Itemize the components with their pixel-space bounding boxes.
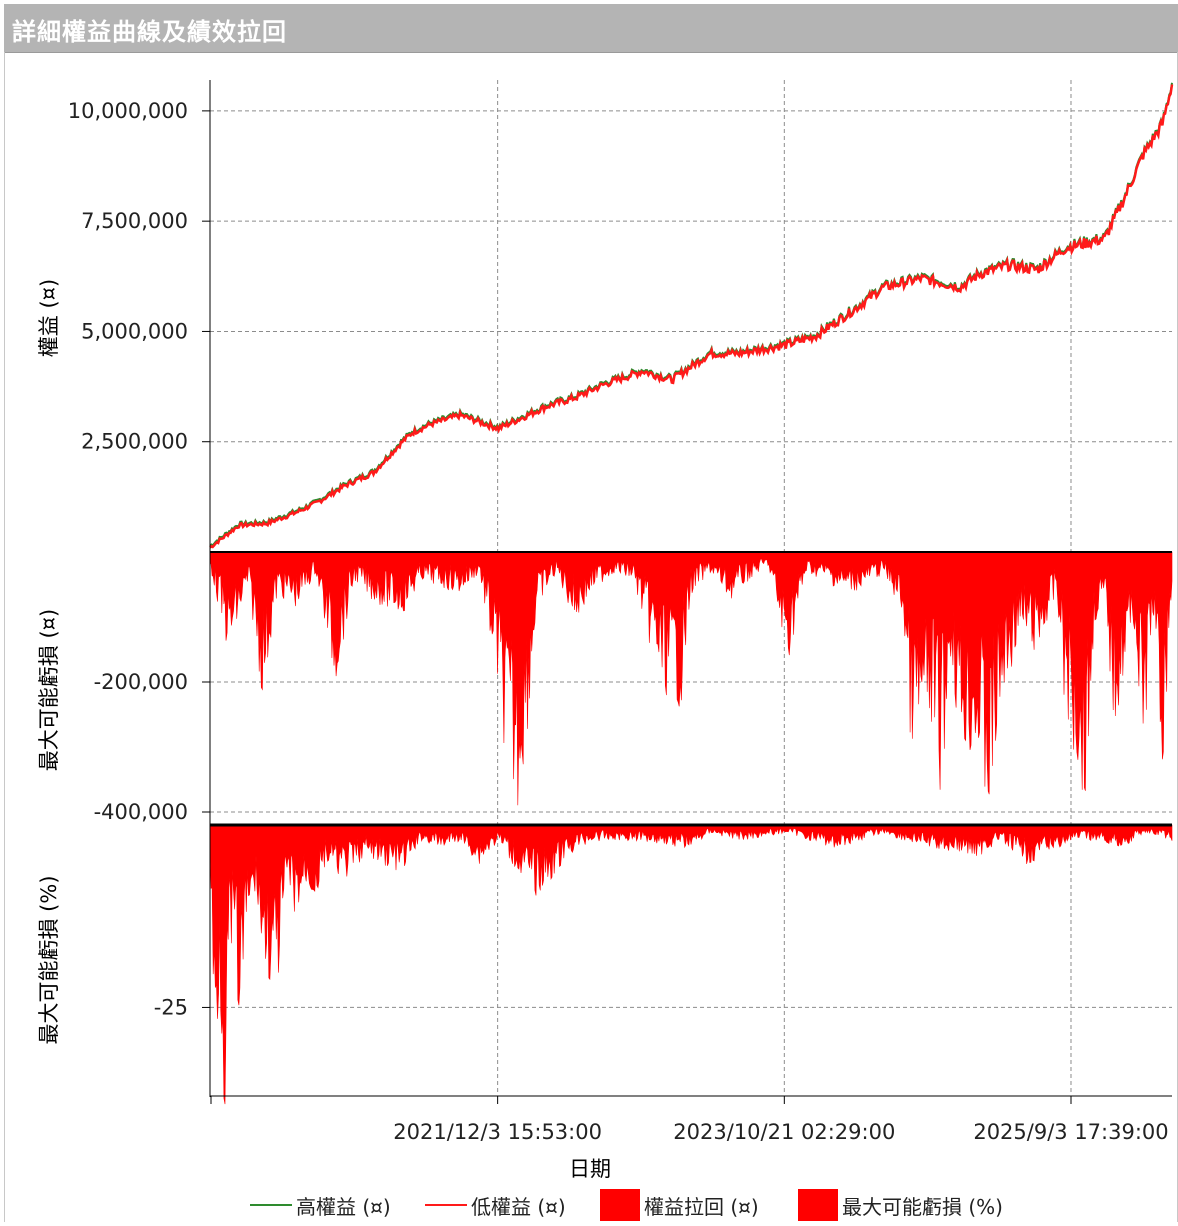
- axis-layer: 2,500,000 5,000,000 7,500,000 10,000,000 -20…: [68, 80, 1172, 1144]
- max-loss-percent-area: [209, 824, 1173, 1105]
- label-layer: 權益 (¤) 最大可能虧損 (¤) 最大可能虧損 (%) 日期: [37, 279, 611, 1181]
- window-titlebar: 詳細權益曲線及績效拉回: [4, 4, 1178, 53]
- equity-panel: [209, 82, 1174, 549]
- y-tick-label: 2,500,000: [81, 430, 188, 454]
- window-title: 詳細權益曲線及績效拉回: [12, 18, 287, 46]
- drawdown-percent-axis-title: 最大可能虧損 (%): [37, 875, 61, 1044]
- legend-item-low-equity[interactable]: 低權益 (¤): [425, 1188, 566, 1222]
- y-tick-label: 7,500,000: [81, 209, 188, 233]
- legend-label: 低權益 (¤): [471, 1194, 566, 1219]
- x-tick-label: 2021/12/3 15:53:00: [393, 1120, 602, 1144]
- x-tick-label: 2023/10/21 02:29:00: [673, 1120, 895, 1144]
- legend-box-swatch: [798, 1189, 838, 1221]
- equity-axis-title: 權益 (¤): [37, 279, 61, 357]
- x-tick-label: 2025/9/3 17:39:00: [973, 1120, 1168, 1144]
- y-tick-label: -400,000: [94, 800, 188, 824]
- drawdown-amount-axis-title: 最大可能虧損 (¤): [37, 609, 61, 771]
- y-tick-label: -200,000: [94, 670, 188, 694]
- chart-legend: 高權益 (¤) 低權益 (¤) 權益拉回 (¤) 最大可能虧損 (%): [0, 1188, 1178, 1222]
- legend-box-swatch: [600, 1189, 640, 1221]
- legend-line-swatch: [425, 1204, 467, 1206]
- y-tick-label: -25: [154, 995, 188, 1019]
- legend-item-high-equity[interactable]: 高權益 (¤): [250, 1188, 391, 1222]
- legend-label: 高權益 (¤): [296, 1194, 391, 1219]
- low-equity-line: [209, 84, 1174, 549]
- legend-label: 最大可能虧損 (%): [842, 1194, 1003, 1219]
- y-tick-label: 5,000,000: [81, 319, 188, 343]
- legend-line-swatch: [250, 1204, 292, 1206]
- y-tick-label: 10,000,000: [68, 99, 188, 123]
- legend-item-max-loss-percent[interactable]: 最大可能虧損 (%): [798, 1188, 1003, 1222]
- x-axis-title: 日期: [569, 1157, 611, 1181]
- equity-drawdown-area: [209, 551, 1173, 806]
- high-equity-line: [209, 82, 1173, 547]
- drawdown-amount-panel: [209, 551, 1173, 806]
- legend-item-equity-drawdown[interactable]: 權益拉回 (¤): [600, 1188, 759, 1222]
- legend-label: 權益拉回 (¤): [644, 1194, 759, 1219]
- drawdown-percent-panel: [209, 824, 1173, 1105]
